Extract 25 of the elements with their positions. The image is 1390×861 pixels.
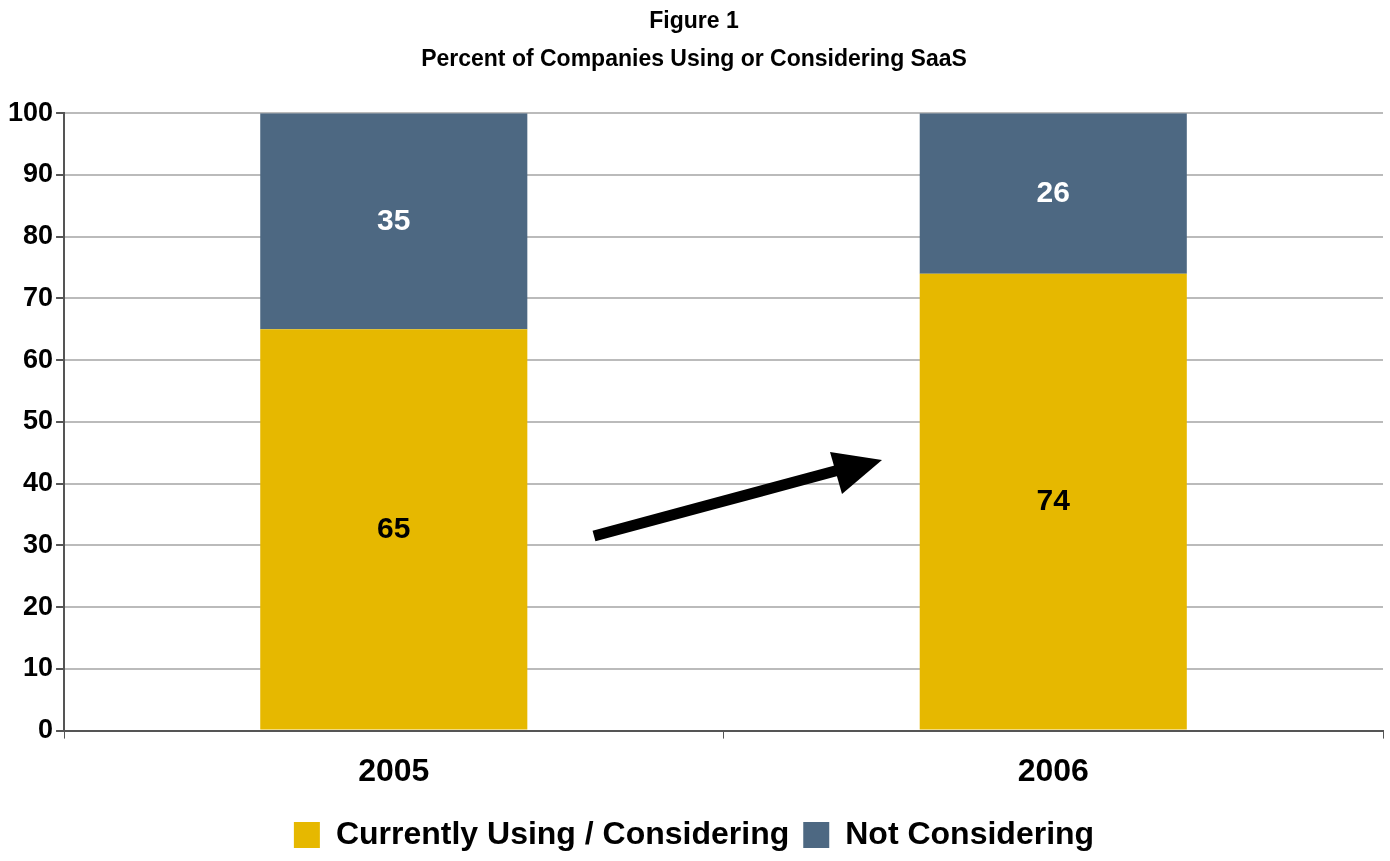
data-label: 65 [377, 510, 411, 544]
y-tick-label: 30 [23, 528, 54, 559]
bar [260, 113, 528, 330]
y-tick-label: 10 [23, 652, 54, 683]
chart-subtitle: Percent of Companies Using or Considering SaaS [421, 44, 967, 71]
y-tick-label: 100 [7, 96, 54, 127]
legend-label: Currently Using / Considering [335, 814, 790, 851]
bar [260, 329, 528, 730]
y-tick-label: 40 [23, 467, 54, 498]
y-tick-label: 20 [23, 590, 54, 621]
bar [919, 273, 1187, 730]
y-tick-label: 60 [23, 343, 54, 374]
legend-label: Not Considering [845, 814, 1095, 851]
y-tick-label: 80 [23, 220, 54, 251]
bar [919, 113, 1187, 274]
x-tick-label: 2005 [358, 751, 430, 788]
y-tick-label: 50 [23, 405, 54, 436]
chart-title: Figure 1 [649, 7, 739, 34]
data-label: 35 [377, 202, 411, 236]
data-label: 74 [1036, 482, 1071, 516]
data-label: 26 [1036, 174, 1070, 208]
y-tick-label: 0 [38, 714, 54, 745]
y-tick-label: 90 [23, 158, 54, 189]
x-tick-label: 2006 [1017, 751, 1089, 788]
y-tick-label: 70 [23, 281, 54, 312]
